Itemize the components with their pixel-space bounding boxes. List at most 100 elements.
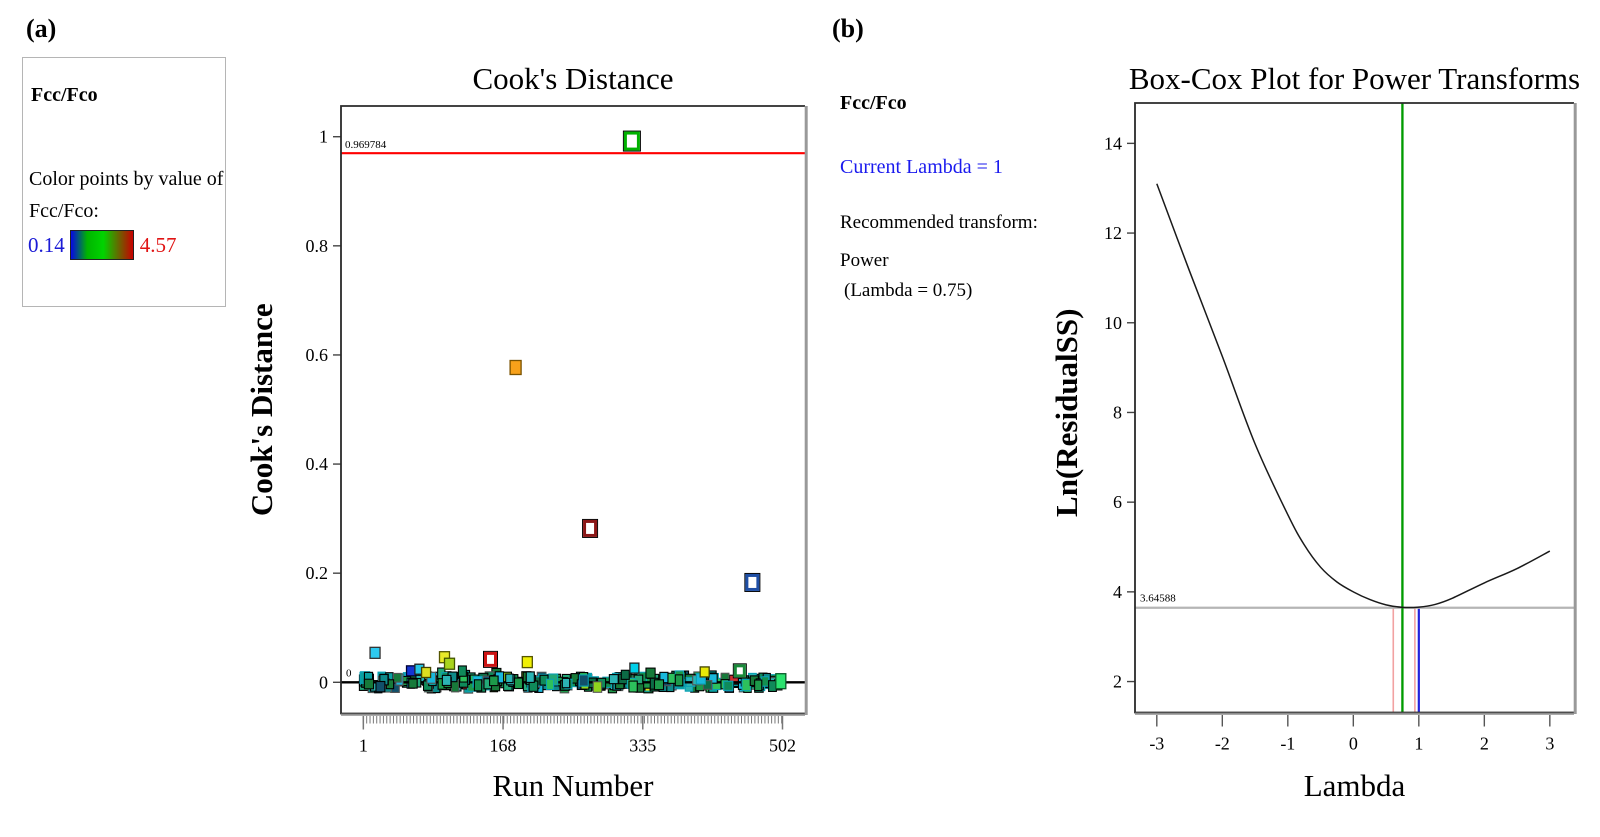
panel-b-label: (b) xyxy=(832,14,864,43)
baseline-point xyxy=(441,674,452,686)
current-lambda-text: Current Lambda = 1 xyxy=(840,156,1003,178)
x-tick-label: 1 xyxy=(1414,734,1423,754)
outlier-point xyxy=(699,666,710,678)
legend-scale-row: 0.14 4.57 xyxy=(28,230,177,260)
legend-desc-line2: Fcc/Fco: xyxy=(29,200,99,222)
outlier-point-outline xyxy=(582,518,599,538)
baseline-point xyxy=(628,680,638,693)
baseline-point xyxy=(457,665,467,677)
y-tick-label: 6 xyxy=(1113,492,1122,512)
outlier-point xyxy=(733,664,746,678)
baseline-point xyxy=(741,678,752,692)
cooks-distance-chart: 0 0.2 0.4 0.6 0.8 1 1 168 335 502 0.969784 0 Cook's … xyxy=(244,61,808,803)
plot-border xyxy=(340,105,805,715)
legend-title: Fcc/Fco xyxy=(31,84,98,106)
baseline-point xyxy=(545,678,555,690)
outlier-point xyxy=(484,651,498,667)
outlier-point xyxy=(745,573,760,591)
plot-border xyxy=(1134,102,1574,714)
recommended-lambda: (Lambda = 0.75) xyxy=(844,280,973,301)
x-axis-label: Lambda xyxy=(1304,768,1406,803)
outlier-point-outline xyxy=(622,130,641,152)
outlier-point xyxy=(623,131,640,151)
outlier-point xyxy=(521,655,533,669)
recommended-transform-name: Power xyxy=(840,250,889,271)
x-tick-label: 335 xyxy=(629,736,656,756)
y-tick-label: 12 xyxy=(1104,223,1122,243)
response-name: Fcc/Fco xyxy=(840,92,907,114)
baseline-point xyxy=(489,675,499,687)
y-tick-label: 2 xyxy=(1113,672,1122,692)
y-tick-label: 0.8 xyxy=(306,236,329,256)
min-residual-label: 3.64588 xyxy=(1140,593,1176,605)
x-axis-label: Run Number xyxy=(492,768,654,803)
x-tick-label: 168 xyxy=(490,736,517,756)
baseline-point xyxy=(653,679,665,691)
y-tick-label: 0.2 xyxy=(306,563,329,583)
baseline-point xyxy=(525,671,535,683)
baseline-point xyxy=(620,669,630,680)
baseline-point xyxy=(451,680,460,693)
baseline-point xyxy=(608,674,619,685)
baseline-point xyxy=(570,673,579,684)
baseline-point xyxy=(578,674,589,687)
y-tick-label: 10 xyxy=(1104,313,1122,333)
outlier-point xyxy=(775,673,787,690)
baseline-point xyxy=(375,680,386,693)
baseline-point xyxy=(645,667,656,679)
legend-desc-line1: Color points by value of xyxy=(29,168,224,190)
outlier-point xyxy=(443,657,456,670)
baseline-point xyxy=(473,679,483,692)
x-tick-label: 502 xyxy=(769,736,796,756)
baseline-point xyxy=(708,673,718,684)
chart-title: Box-Cox Plot for Power Transforms xyxy=(1129,61,1580,96)
y-tick-label: 14 xyxy=(1104,133,1122,153)
transform-info: Fcc/Fco Current Lambda = 1 Recommended t… xyxy=(840,88,1120,318)
x-tick-label: -1 xyxy=(1280,734,1295,754)
color-legend: Fcc/Fco Color points by value of Fcc/Fco… xyxy=(22,57,226,307)
upper-threshold-label: 0.969784 xyxy=(345,139,387,151)
legend-max-value: 4.57 xyxy=(139,232,177,257)
baseline-point xyxy=(505,673,514,684)
y-tick-label: 0.6 xyxy=(306,345,329,365)
baseline-point xyxy=(363,678,375,690)
baseline-point xyxy=(513,677,524,690)
baseline-point xyxy=(723,680,734,691)
y-tick-label: 8 xyxy=(1113,402,1122,422)
baseline-point xyxy=(392,672,402,683)
outlier-point xyxy=(629,662,640,674)
outlier-point-outline xyxy=(744,572,761,592)
outlier-point xyxy=(583,519,598,537)
y-tick-label: 1 xyxy=(319,127,328,147)
x-tick-label: -3 xyxy=(1149,734,1164,754)
recommended-transform-label: Recommended transform: xyxy=(840,212,1038,233)
outlier-point xyxy=(509,359,522,376)
x-tick-label: 2 xyxy=(1480,734,1489,754)
panel-a-label: (a) xyxy=(26,14,57,43)
outlier-point xyxy=(405,665,417,677)
x-tick-label: 0 xyxy=(1349,734,1358,754)
baseline-point xyxy=(702,680,713,690)
legend-min-value: 0.14 xyxy=(28,232,65,257)
y-axis-label: Cook's Distance xyxy=(244,303,279,516)
y-axis-label: Ln(ResidualSS) xyxy=(1049,309,1084,517)
chart-title: Cook's Distance xyxy=(472,61,673,96)
y-tick-label: 0 xyxy=(319,672,328,692)
x-tick-label: -2 xyxy=(1215,734,1230,754)
x-tick-label: 3 xyxy=(1545,734,1554,754)
baseline-point xyxy=(561,677,571,689)
baseline-point xyxy=(760,676,770,687)
x-tick-label: 1 xyxy=(359,736,368,756)
y-tick-label: 4 xyxy=(1113,582,1122,602)
outlier-point xyxy=(420,666,432,679)
outlier-point xyxy=(369,646,381,659)
baseline-point xyxy=(674,674,684,687)
box-cox-curve xyxy=(1156,183,1551,609)
baseline-point xyxy=(754,679,763,692)
baseline-point xyxy=(408,678,418,689)
y-tick-label: 0.4 xyxy=(306,454,329,474)
baseline-point xyxy=(592,681,603,693)
legend-gradient-bar xyxy=(69,230,134,260)
